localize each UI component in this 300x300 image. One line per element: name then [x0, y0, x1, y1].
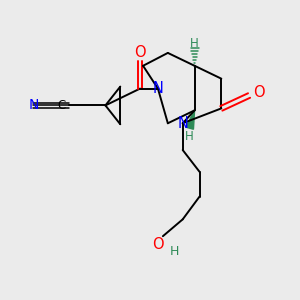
Text: H: H — [185, 130, 194, 142]
Polygon shape — [186, 110, 195, 129]
Text: H: H — [170, 244, 179, 258]
Text: N: N — [29, 98, 39, 112]
Text: O: O — [134, 45, 146, 60]
Text: C: C — [58, 99, 66, 112]
Text: O: O — [152, 237, 164, 252]
Text: H: H — [190, 38, 199, 50]
Text: N: N — [152, 81, 164, 96]
Text: N: N — [177, 116, 188, 131]
Text: O: O — [253, 85, 265, 100]
